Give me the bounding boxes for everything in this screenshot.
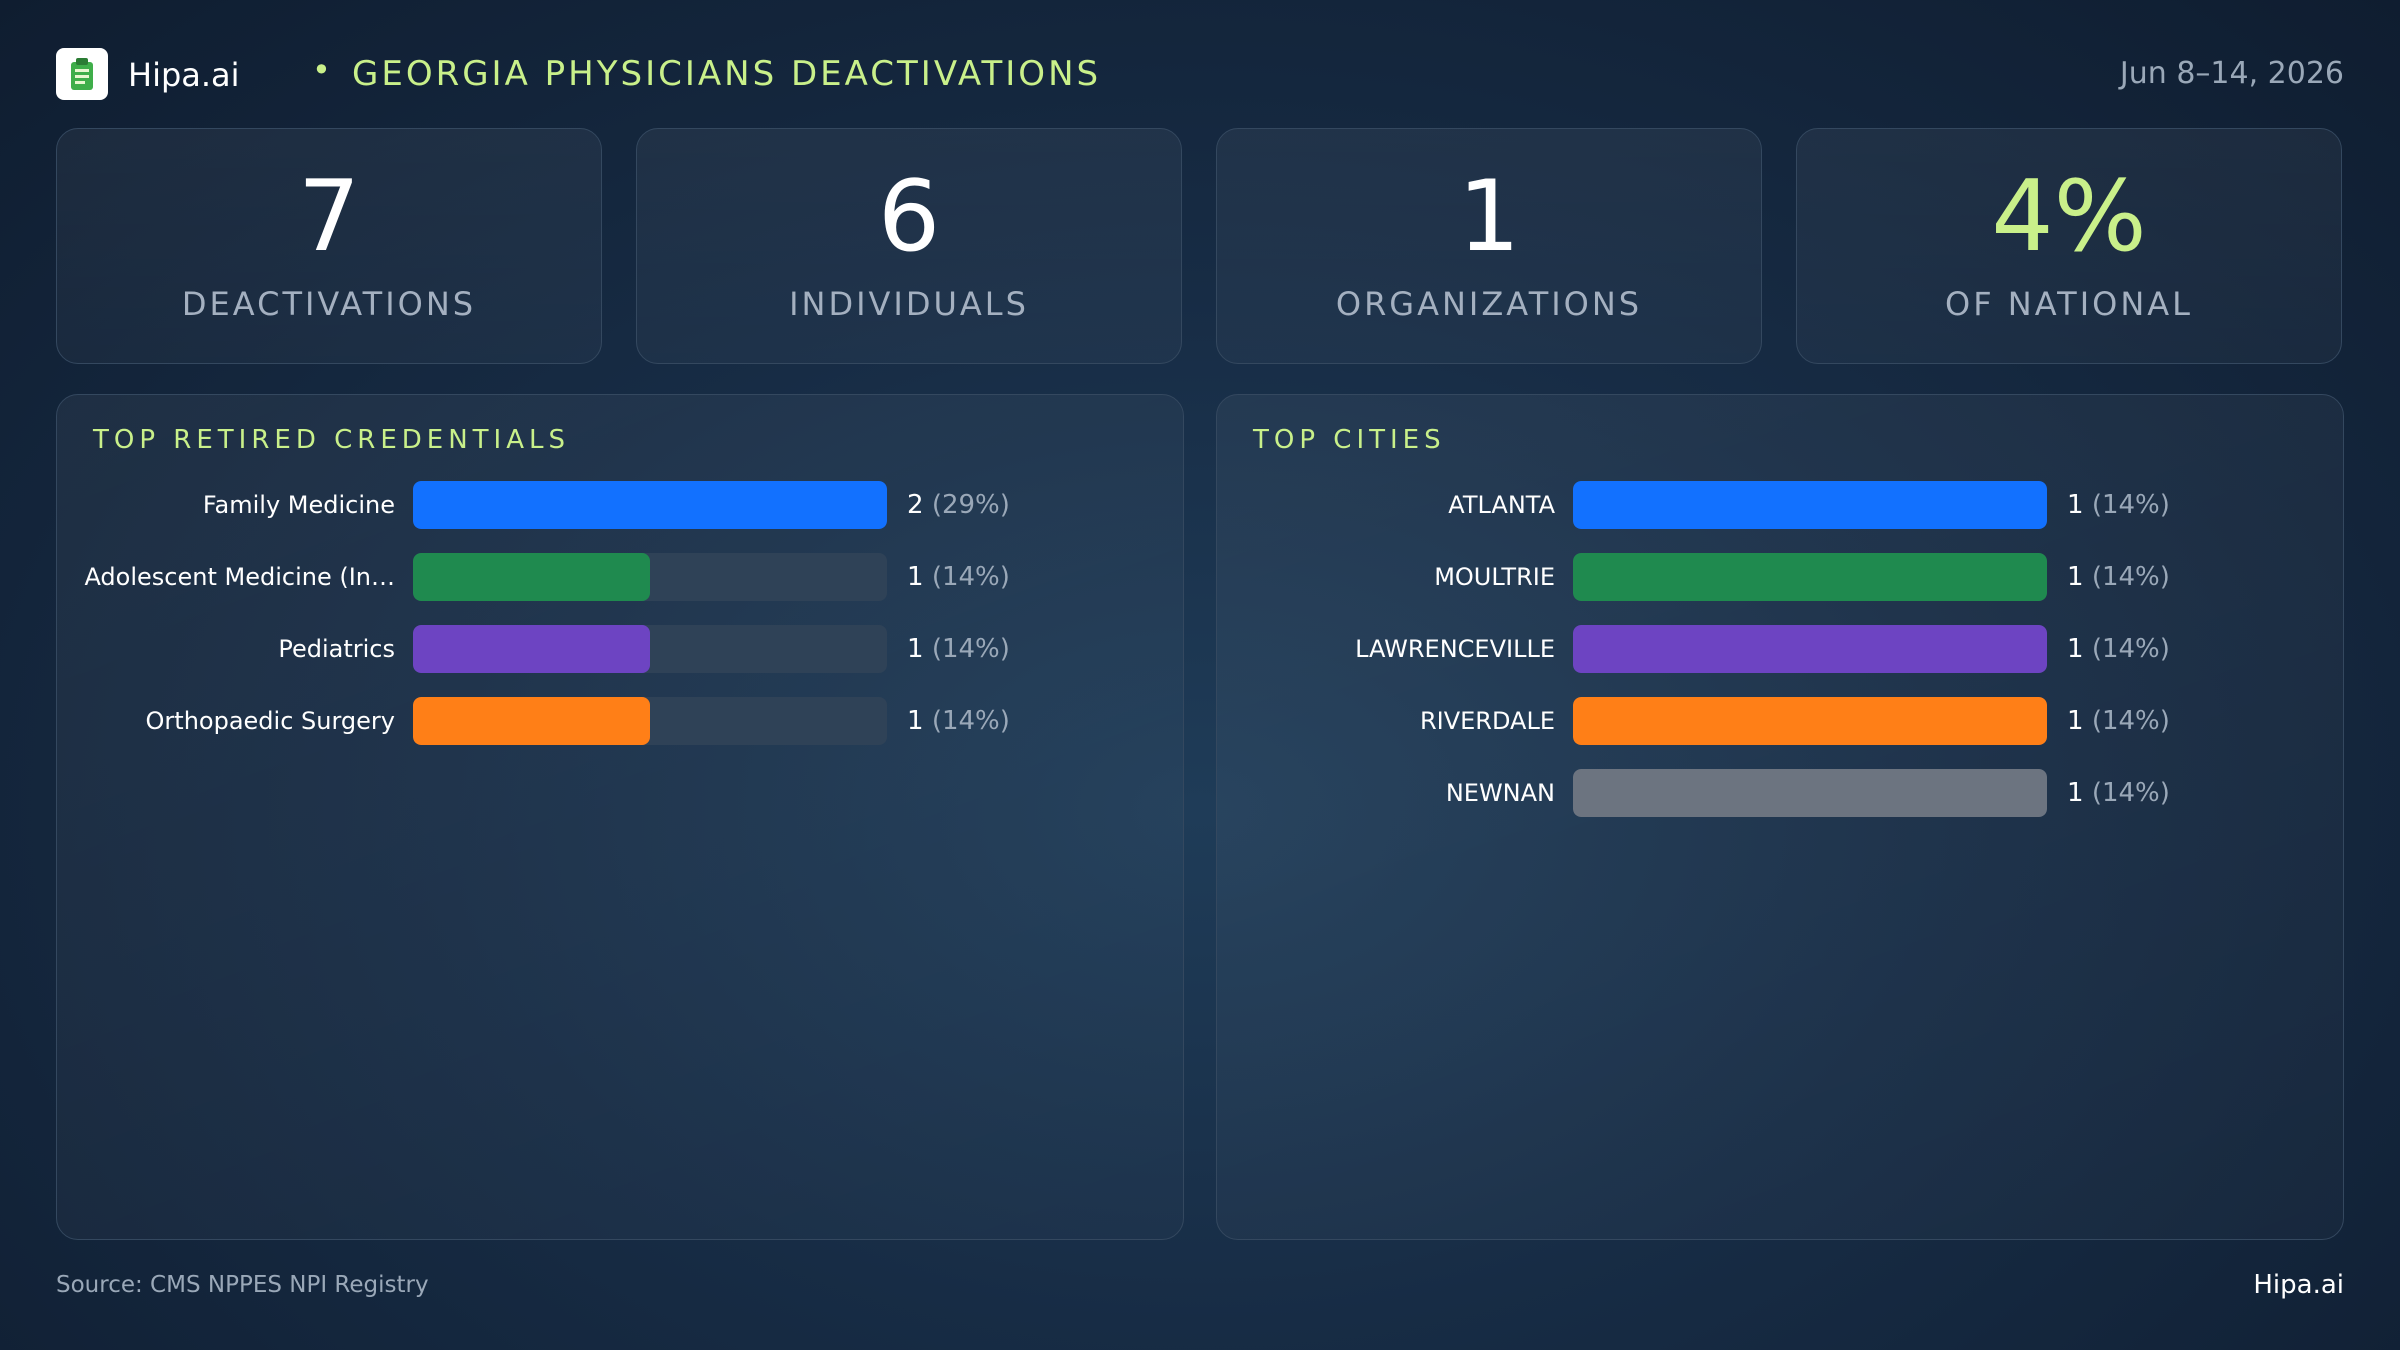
stat-card-national-share: 4% OF NATIONAL <box>1796 128 2342 364</box>
source-note: Source: CMS NPPES NPI Registry <box>56 1272 429 1298</box>
bar-label: Adolescent Medicine (In… <box>84 563 395 591</box>
bar-value-label: 1 (14%) <box>2067 553 2170 601</box>
bar-label: MOULTRIE <box>1434 563 1555 591</box>
bar-row: MOULTRIE 1 (14%) <box>1217 553 2343 601</box>
stat-label: OF NATIONAL <box>1945 285 2193 323</box>
bar-track <box>413 697 887 745</box>
date-range: Jun 8–14, 2026 <box>2119 56 2344 91</box>
bar-percent: (29%) <box>931 490 1010 520</box>
bar-percent: (14%) <box>931 634 1010 664</box>
stat-label: INDIVIDUALS <box>789 285 1029 323</box>
bar-track <box>413 481 887 529</box>
bar-value: 1 <box>2067 778 2084 808</box>
stat-card-individuals: 6 INDIVIDUALS <box>636 128 1182 364</box>
stat-value: 7 <box>297 160 361 274</box>
bar-percent: (14%) <box>931 706 1010 736</box>
bar-row: Orthopaedic Surgery 1 (14%) <box>57 697 1183 745</box>
bar-track <box>1573 625 2047 673</box>
bar-label: Orthopaedic Surgery <box>145 707 395 735</box>
bar-value-label: 2 (29%) <box>907 481 1010 529</box>
stat-value: 6 <box>877 160 941 274</box>
stat-card-organizations: 1 ORGANIZATIONS <box>1216 128 1762 364</box>
bar-label: Pediatrics <box>278 635 395 663</box>
bar-value: 2 <box>907 490 924 520</box>
bar-percent: (14%) <box>2091 562 2170 592</box>
bar <box>413 553 650 601</box>
header: Hipa.ai • GEORGIA PHYSICIANS DEACTIVATIO… <box>56 46 2344 102</box>
bar-value-label: 1 (14%) <box>2067 481 2170 529</box>
bar-label: RIVERDALE <box>1419 707 1555 735</box>
bar-percent: (14%) <box>931 562 1010 592</box>
bar-value-label: 1 (14%) <box>2067 625 2170 673</box>
stat-value: 4% <box>1991 160 2147 274</box>
bar-percent: (14%) <box>2091 778 2170 808</box>
bar-row: ATLANTA 1 (14%) <box>1217 481 2343 529</box>
bar-label: LAWRENCEVILLE <box>1355 635 1555 663</box>
bar-value-label: 1 (14%) <box>2067 697 2170 745</box>
bar-track <box>1573 481 2047 529</box>
stat-value: 1 <box>1457 160 1521 274</box>
stat-label: ORGANIZATIONS <box>1335 285 1643 323</box>
bar-value-label: 1 (14%) <box>907 553 1010 601</box>
brand-name: Hipa.ai <box>128 56 240 94</box>
bar-label: Family Medicine <box>202 491 395 519</box>
bar-percent: (14%) <box>2091 634 2170 664</box>
bar <box>413 625 650 673</box>
bar-value: 1 <box>907 634 924 664</box>
bar-track <box>1573 553 2047 601</box>
bar-value: 1 <box>2067 634 2084 664</box>
bar <box>1573 769 2047 817</box>
page-title: GEORGIA PHYSICIANS DEACTIVATIONS <box>352 54 1102 94</box>
bar-value: 1 <box>907 706 924 736</box>
bar-row: Adolescent Medicine (In… 1 (14%) <box>57 553 1183 601</box>
bar-percent: (14%) <box>2091 490 2170 520</box>
bar-row: Family Medicine 2 (29%) <box>57 481 1183 529</box>
title-separator: • <box>312 51 331 89</box>
bar-value-label: 1 (14%) <box>2067 769 2170 817</box>
bar <box>1573 553 2047 601</box>
bar <box>1573 697 2047 745</box>
chart-title: TOP CITIES <box>1253 425 1446 455</box>
bar <box>1573 481 2047 529</box>
bar-track <box>1573 697 2047 745</box>
bar-track <box>1573 769 2047 817</box>
cities-panel: TOP CITIES ATLANTA 1 (14%) MOULTRIE 1 (14%)… <box>1216 394 2344 1240</box>
bar-value: 1 <box>2067 562 2084 592</box>
bar-value: 1 <box>2067 490 2084 520</box>
bar <box>1573 625 2047 673</box>
chart-title: TOP RETIRED CREDENTIALS <box>93 425 570 455</box>
bar-value: 1 <box>2067 706 2084 736</box>
bar <box>413 697 650 745</box>
bar-row: Pediatrics 1 (14%) <box>57 625 1183 673</box>
stat-card-deactivations: 7 DEACTIVATIONS <box>56 128 602 364</box>
bar-label: NEWNAN <box>1445 779 1555 807</box>
bar-row: LAWRENCEVILLE 1 (14%) <box>1217 625 2343 673</box>
bar-value: 1 <box>907 562 924 592</box>
bar-track <box>413 625 887 673</box>
stat-label: DEACTIVATIONS <box>181 285 477 323</box>
footer-brand: Hipa.ai <box>2253 1270 2344 1300</box>
bar-track <box>413 553 887 601</box>
bar-value-label: 1 (14%) <box>907 697 1010 745</box>
credentials-panel: TOP RETIRED CREDENTIALS Family Medicine 2… <box>56 394 1184 1240</box>
clipboard-logo-icon <box>56 48 108 100</box>
bar-row: RIVERDALE 1 (14%) <box>1217 697 2343 745</box>
bar-label: ATLANTA <box>1448 491 1555 519</box>
bar-row: NEWNAN 1 (14%) <box>1217 769 2343 817</box>
bar-percent: (14%) <box>2091 706 2170 736</box>
bar-value-label: 1 (14%) <box>907 625 1010 673</box>
bar <box>413 481 887 529</box>
